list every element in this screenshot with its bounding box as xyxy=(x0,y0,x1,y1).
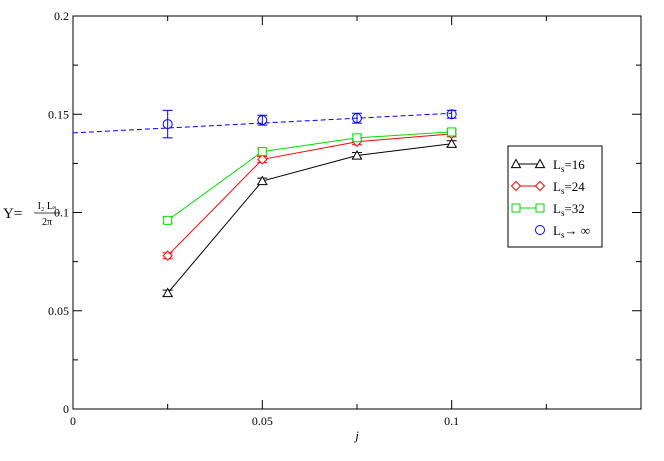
legend-marker xyxy=(535,203,545,213)
legend-marker xyxy=(534,180,546,192)
data-point xyxy=(257,154,268,165)
x-tick-label: 0 xyxy=(70,414,76,428)
y-tick-label: 0.2 xyxy=(54,9,69,23)
data-point xyxy=(162,287,174,298)
series-line xyxy=(167,133,452,257)
legend-label: Ls→ ∞ xyxy=(553,223,590,240)
data-point xyxy=(257,147,267,157)
x-tick-label: 0.05 xyxy=(252,414,273,428)
data-point xyxy=(162,250,173,261)
series-line xyxy=(167,131,452,221)
y-tick-label: 0.15 xyxy=(48,107,69,121)
data-point xyxy=(351,149,363,160)
legend-entry-2: Ls=32 xyxy=(511,201,585,218)
legend-marker xyxy=(510,180,522,192)
legend-marker xyxy=(511,203,521,213)
legend-entry-1: Ls=24 xyxy=(510,179,585,196)
axis-ticks: 0 0.05 0.1 0 0.05 0.1 0.15 0.2 xyxy=(48,9,641,428)
data-point xyxy=(352,113,362,124)
svg-text:2π: 2π xyxy=(42,217,52,228)
series-group xyxy=(162,109,458,298)
series-2 xyxy=(162,127,457,225)
y-tick-label: 0.05 xyxy=(48,304,69,318)
svg-text:I₂ Lₛ: I₂ Lₛ xyxy=(38,201,57,212)
series-line xyxy=(167,143,452,294)
series-0 xyxy=(162,138,458,298)
data-point xyxy=(352,133,362,143)
legend-marker xyxy=(535,225,545,235)
x-axis-label: j xyxy=(353,428,359,443)
data-point xyxy=(256,175,268,186)
series-3 xyxy=(162,109,457,139)
legend-entry-0: Ls=16 xyxy=(510,157,585,174)
y-axis-label: Υ= I₂ Lₛ 2π xyxy=(3,201,60,228)
y-tick-label: 0.1 xyxy=(54,206,69,220)
data-point xyxy=(447,127,457,137)
legend: Ls=16 Ls=24 Ls=32 Ls→ ∞ xyxy=(507,145,603,248)
fit-line xyxy=(72,112,452,134)
data-point xyxy=(257,115,268,126)
legend-marker xyxy=(510,158,522,169)
legend-marker xyxy=(534,158,546,169)
legend-label: Ls=32 xyxy=(553,201,585,218)
legend-box xyxy=(507,145,603,248)
y-tick-label: 0 xyxy=(63,402,69,416)
data-point xyxy=(446,138,458,148)
data-point xyxy=(446,109,457,120)
legend-label: Ls=24 xyxy=(553,179,585,196)
x-tick-label: 0.1 xyxy=(444,414,459,428)
data-point xyxy=(163,215,173,225)
svg-text:Υ=: Υ= xyxy=(3,206,22,222)
legend-entry-3: Ls→ ∞ xyxy=(535,223,590,240)
data-point xyxy=(162,119,173,130)
legend-label: Ls=16 xyxy=(553,157,585,174)
fit-line-group xyxy=(72,112,452,134)
